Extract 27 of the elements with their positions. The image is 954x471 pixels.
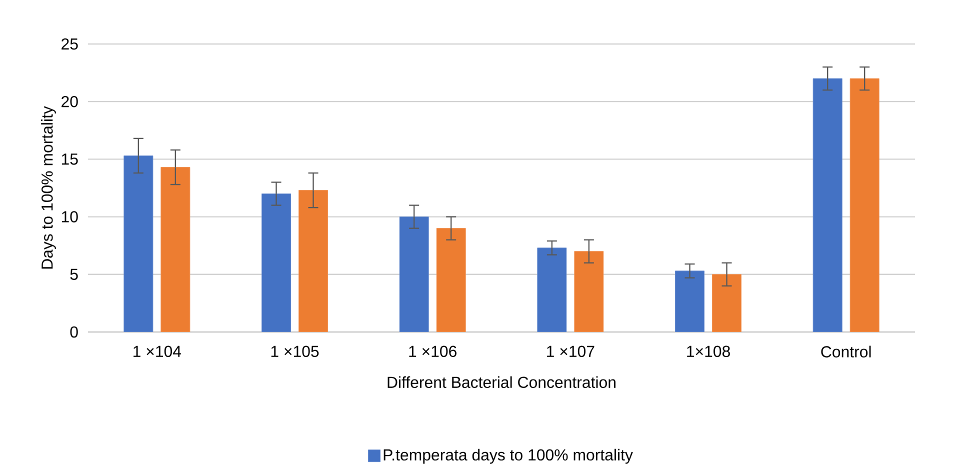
y-tick-label: 25 (62, 38, 78, 50)
y-axis-title: Days to 100% mortality (41, 106, 56, 269)
bar (712, 274, 742, 332)
bar (675, 270, 705, 332)
y-tick-label: 0 (70, 326, 78, 338)
x-tick-label: 1 ×107 (547, 346, 594, 358)
bar (124, 155, 154, 332)
bar (812, 78, 842, 332)
bar (850, 78, 880, 332)
bar (298, 190, 328, 332)
bar (262, 194, 292, 332)
y-tick-label: 15 (62, 154, 78, 165)
x-tick-label: 1 ×104 (134, 346, 182, 358)
bar (574, 251, 604, 332)
y-tick-label: 20 (62, 96, 78, 108)
legend-label: P.temperata days to 100% mortality (384, 448, 633, 464)
bar (436, 228, 466, 332)
x-tick-label: 1×108 (687, 346, 730, 358)
x-tick-label: 1 ×105 (271, 346, 319, 358)
y-tick-label: 10 (62, 211, 78, 222)
x-tick-label: Control (821, 346, 871, 358)
x-tick-label: 1 ×106 (409, 346, 456, 358)
bar (399, 216, 429, 332)
bar (160, 167, 190, 332)
bar (537, 248, 567, 332)
y-tick-label: 5 (70, 268, 78, 280)
x-axis-title: Different Bacterial Concentration (388, 376, 616, 388)
